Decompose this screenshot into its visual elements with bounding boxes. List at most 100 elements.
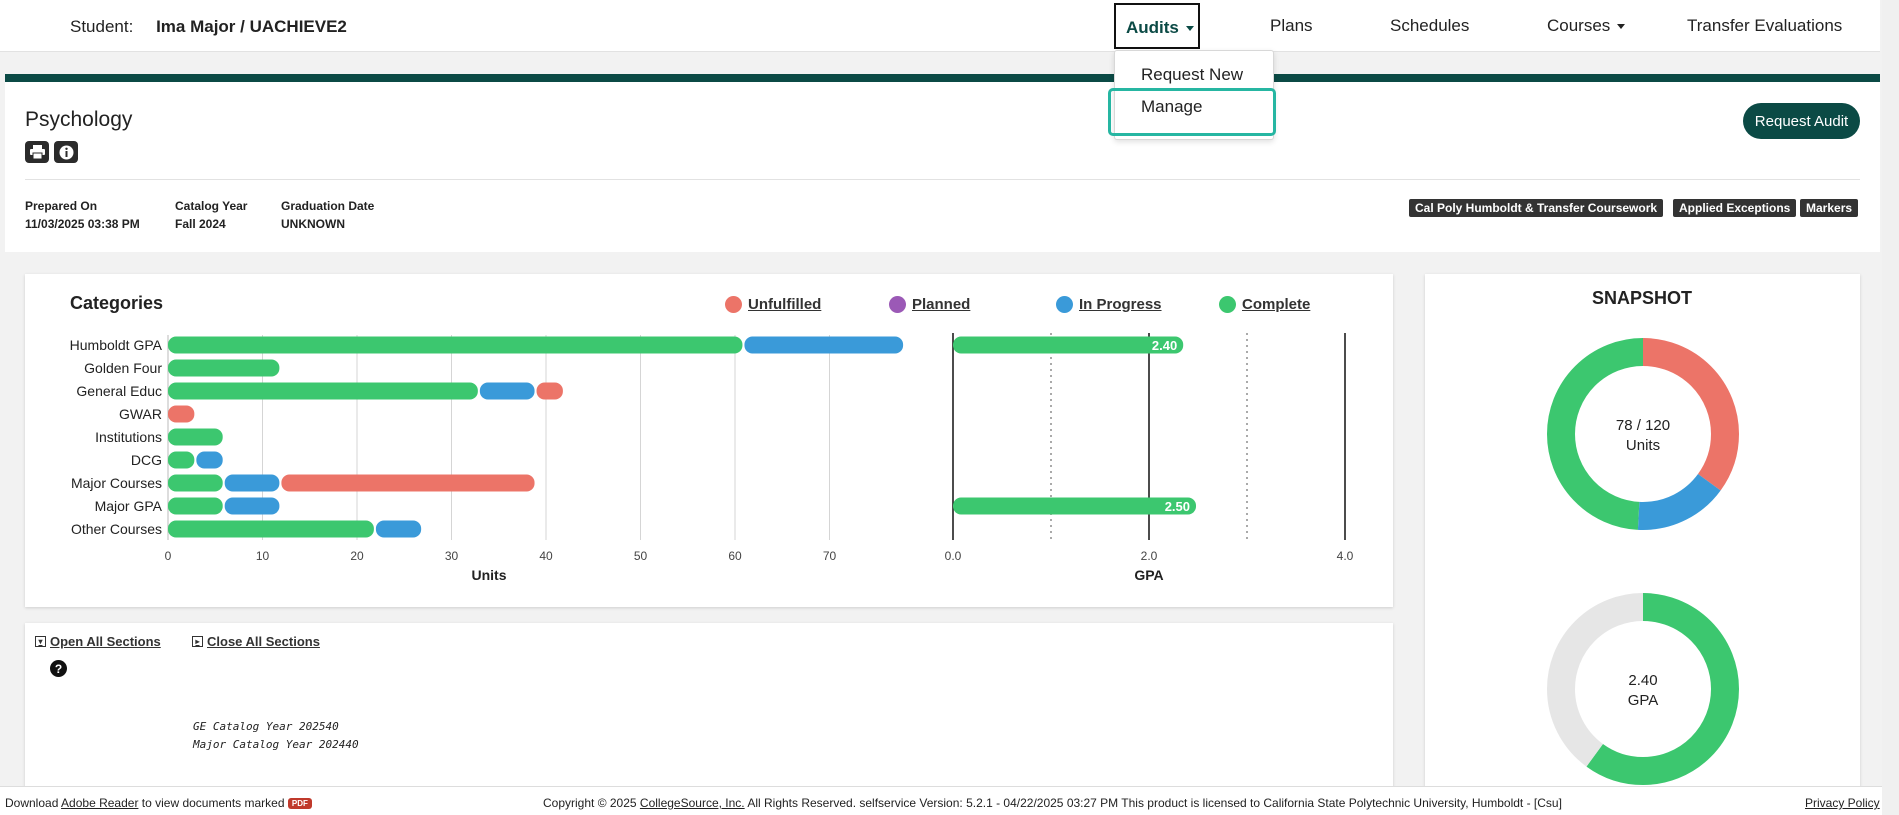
help-icon[interactable]: ? — [50, 660, 67, 677]
expand-icon: ▾ — [35, 636, 46, 647]
audits-dropdown: Request New Manage — [1114, 50, 1274, 140]
menu-manage[interactable]: Manage — [1141, 97, 1203, 116]
close-all-sections-link[interactable]: ▸ Close All Sections — [192, 634, 320, 649]
student-value: Ima Major / UACHIEVE2 — [156, 17, 347, 36]
category-label: Golden Four — [84, 360, 162, 376]
in-progress-dot — [1056, 296, 1073, 313]
units-donut-slice — [1547, 338, 1739, 530]
bar-in-progress — [375, 520, 422, 538]
units-donut-center-top: 78 / 120 — [1616, 417, 1670, 434]
bar-complete — [168, 382, 478, 400]
bar-in-progress — [224, 497, 280, 515]
copyright-post: All Rights Reserved. selfservice Version… — [747, 796, 1562, 810]
nav-plans[interactable]: Plans — [1270, 16, 1313, 35]
legend-unfulfilled[interactable]: Unfulfilled — [725, 296, 821, 313]
nav-transfer-evaluations[interactable]: Transfer Evaluations — [1687, 16, 1843, 35]
collegesource-link[interactable]: CollegeSource, Inc. — [639, 796, 745, 810]
bar-complete — [168, 451, 195, 469]
footer-download: Download Adobe Reader to view documents … — [5, 796, 312, 810]
prepared-on-label: Prepared On — [25, 199, 98, 213]
bar-complete — [168, 428, 223, 446]
x-axis-label: Units — [472, 567, 507, 583]
ge-catalog-year: GE Catalog Year 202540 — [193, 720, 339, 733]
bar-complete — [168, 359, 280, 377]
info-button[interactable] — [54, 141, 78, 163]
x-tick-label: 40 — [539, 549, 553, 563]
categories-card — [25, 274, 1393, 607]
legend-complete[interactable]: Complete — [1219, 296, 1310, 313]
request-audit-button[interactable]: Request Audit — [1743, 103, 1860, 139]
category-label: Humboldt GPA — [70, 337, 163, 353]
bar-complete — [168, 336, 743, 354]
legend-planned[interactable]: Planned — [889, 296, 970, 313]
category-label: DCG — [131, 452, 162, 468]
category-label: Institutions — [95, 429, 162, 445]
category-label: General Educ — [76, 383, 162, 399]
nav-audits-label: Audits — [1126, 18, 1179, 37]
prepared-on-value: 11/03/2025 03:38 PM — [25, 217, 140, 231]
footer-copyright: Copyright © 2025 CollegeSource, Inc. All… — [543, 796, 1562, 810]
manage-focus-ring — [1108, 88, 1276, 136]
x-tick-label: 60 — [728, 549, 742, 563]
tag-coursework[interactable]: Cal Poly Humboldt & Transfer Coursework — [1409, 199, 1664, 217]
nav-schedules[interactable]: Schedules — [1390, 16, 1470, 35]
complete-dot — [1219, 296, 1236, 313]
unfulfilled-dot — [725, 296, 742, 313]
open-all-label: Open All Sections — [50, 634, 161, 649]
gpa-bar — [953, 336, 1184, 354]
gpa-bar — [953, 497, 1196, 515]
nav-audits[interactable]: Audits — [1114, 3, 1200, 49]
collapse-icon: ▸ — [192, 636, 203, 647]
bar-in-progress — [224, 474, 280, 492]
bar-in-progress — [479, 382, 535, 400]
sections-card — [25, 623, 1393, 803]
categories-title: Categories — [70, 293, 164, 313]
divider — [25, 179, 1860, 180]
graduation-date-value: UNKNOWN — [281, 217, 345, 231]
gpa-bar-label: 2.40 — [1152, 338, 1177, 353]
gpa-tick-label: 0.0 — [945, 549, 962, 563]
prepared-on: Prepared On 11/03/2025 03:38 PM — [25, 197, 140, 233]
catalog-year-value: Fall 2024 — [175, 217, 226, 231]
x-tick-label: 0 — [165, 549, 172, 563]
tag-applied-exceptions[interactable]: Applied Exceptions — [1673, 199, 1797, 217]
catalog-year: Catalog Year Fall 2024 — [175, 197, 247, 233]
print-icon — [29, 145, 45, 159]
units-donut-center-bottom: Units — [1626, 437, 1660, 454]
legend-in-progress-label: In Progress — [1079, 296, 1162, 313]
x-tick-label: 30 — [445, 549, 459, 563]
snapshot-title: SNAPSHOT — [1591, 288, 1692, 308]
page-title: Psychology — [25, 108, 133, 131]
bar-in-progress — [744, 336, 904, 354]
adobe-reader-link[interactable]: Adobe Reader — [61, 796, 139, 810]
catalog-year-label: Catalog Year — [175, 199, 248, 213]
legend-unfulfilled-label: Unfulfilled — [748, 296, 822, 313]
menu-request-new[interactable]: Request New — [1141, 65, 1244, 84]
info-icon — [59, 145, 73, 159]
footer: Download Adobe Reader to view documents … — [0, 786, 1899, 815]
planned-dot — [889, 296, 906, 313]
bar-complete — [168, 520, 374, 538]
print-button[interactable] — [25, 141, 49, 163]
gpa-axis-label: GPA — [1134, 567, 1163, 583]
legend-in-progress[interactable]: In Progress — [1056, 296, 1162, 313]
student-info: Student: Ima Major / UACHIEVE2 — [70, 17, 347, 37]
nav-courses[interactable]: Courses — [1547, 16, 1626, 36]
student-label: Student: — [70, 17, 134, 36]
x-tick-label: 50 — [634, 549, 648, 563]
bar-complete — [168, 497, 223, 515]
chevron-down-icon — [1617, 24, 1626, 30]
bar-complete — [168, 474, 223, 492]
bar-unfulfilled — [281, 474, 535, 492]
gpa-tick-label: 2.0 — [1141, 549, 1158, 563]
tag-markers[interactable]: Markers — [1800, 199, 1859, 217]
open-all-sections-link[interactable]: ▾ Open All Sections — [35, 634, 161, 649]
download-pre: Download — [5, 796, 59, 810]
top-navbar: Student: Ima Major / UACHIEVE2 Audits Pl… — [0, 0, 1880, 52]
gpa-donut-slice — [1547, 593, 1739, 785]
privacy-policy-link[interactable]: Privacy Policy — [1805, 796, 1880, 810]
scrollbar[interactable] — [1882, 0, 1899, 815]
copyright-pre: Copyright © 2025 — [543, 796, 637, 810]
